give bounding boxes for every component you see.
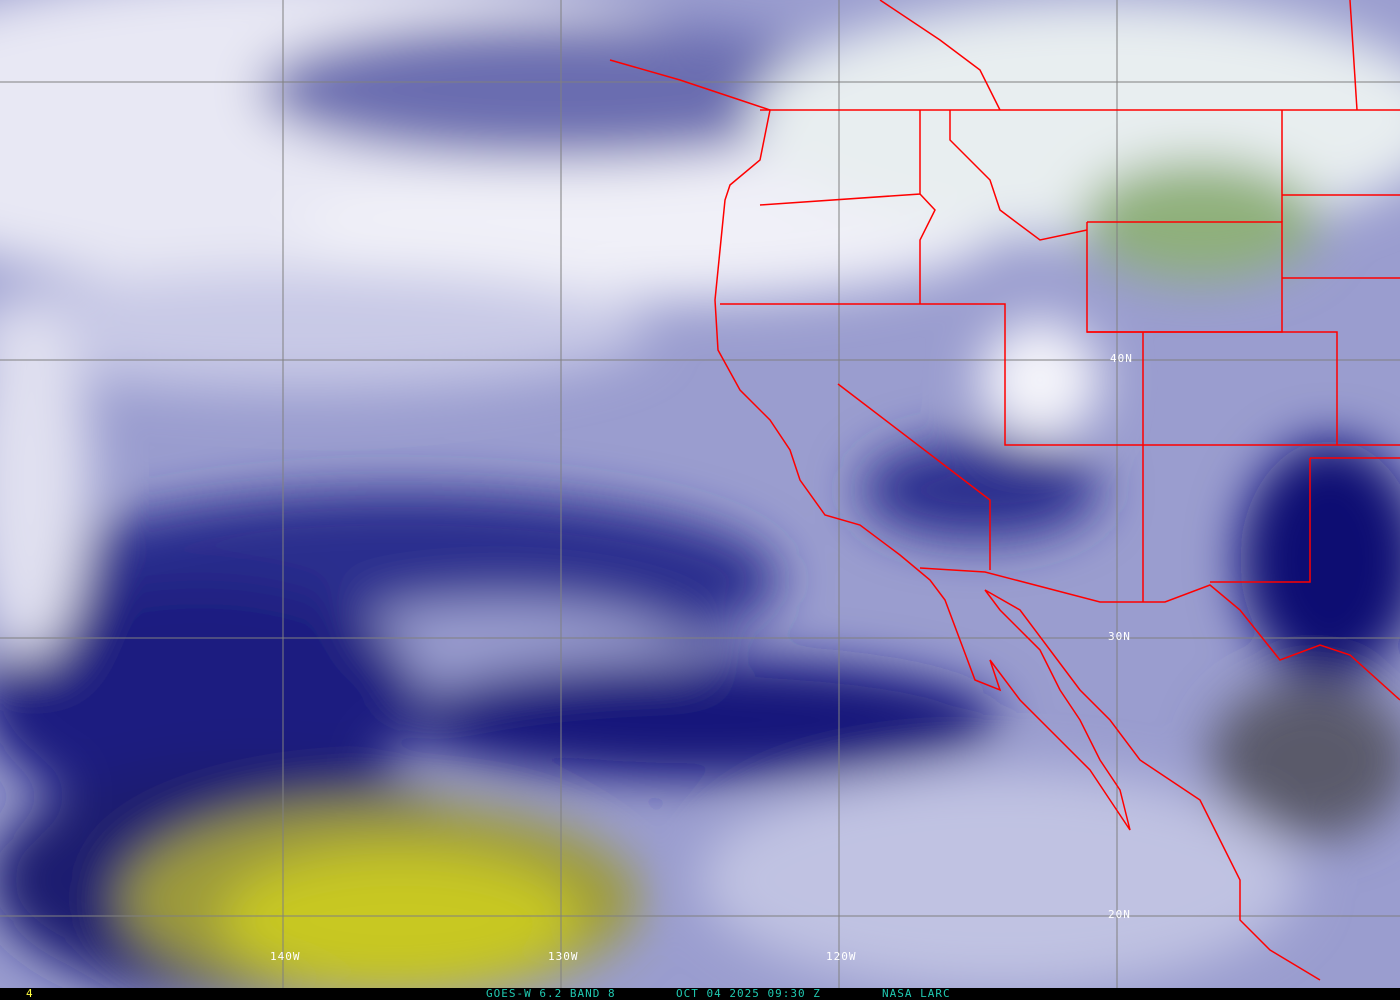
us-mexico-border [919,567,1400,701]
source-credit: NASA LARC [882,987,951,1000]
footer-bar: 4 GOES-W 6.2 BAND 8 OCT 04 2025 09:30 Z … [0,988,1400,1000]
lon-label-120w: 120W [826,950,857,963]
timestamp: OCT 04 2025 09:30 Z [676,987,821,1000]
lat-label-40n: 40N [1110,352,1133,365]
lon-label-130w: 130W [548,950,579,963]
lat-label-30n: 30N [1108,630,1131,643]
lat-label-20n: 20N [1108,908,1131,921]
frame-number: 4 [26,987,34,1000]
lon-label-140w: 140W [270,950,301,963]
pacific-coastline [609,59,1321,981]
satellite-band: GOES-W 6.2 BAND 8 [486,987,616,1000]
political-boundaries [609,0,1400,981]
